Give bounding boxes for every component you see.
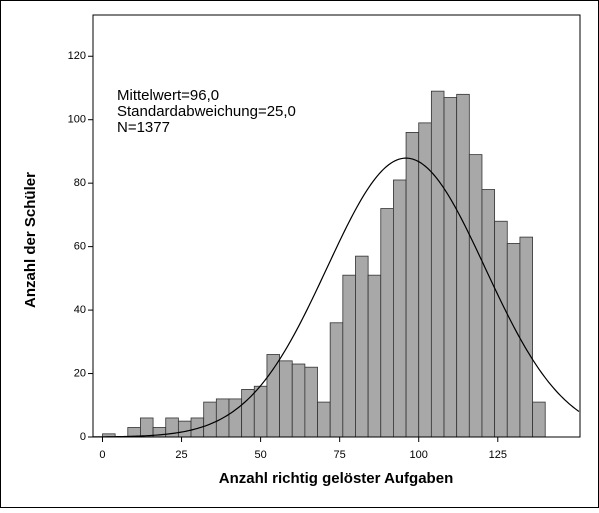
bar [355, 255, 369, 438]
bar [228, 398, 243, 438]
annotation: N=1377 [117, 119, 170, 136]
x-axis-label: Anzahl richtig gelöster Aufgaben [219, 470, 453, 487]
bar [342, 274, 356, 438]
bar [279, 360, 293, 438]
y-tick-label: 40 [74, 304, 86, 316]
bar [405, 131, 420, 438]
y-tick-label: 100 [68, 114, 86, 126]
bar [304, 366, 318, 438]
bar [317, 401, 331, 438]
bar [532, 401, 546, 438]
bar [177, 420, 192, 438]
bar [506, 243, 521, 438]
x-tick-label: 0 [99, 449, 105, 461]
x-tick-label: 100 [410, 449, 428, 461]
bar [203, 401, 217, 438]
y-tick-label: 120 [68, 50, 86, 62]
bar [430, 90, 445, 438]
y-tick-label: 0 [80, 431, 86, 443]
normal-curve [92, 157, 580, 438]
y-tick-label: 20 [74, 367, 86, 379]
bar [329, 322, 344, 438]
bar [241, 389, 255, 438]
annotation: Mittelwert=96,0 [117, 87, 219, 104]
x-tick-label: 125 [489, 449, 507, 461]
bar [253, 385, 268, 438]
x-tick-label: 25 [175, 449, 187, 461]
bar [140, 417, 154, 438]
bar [393, 179, 407, 438]
y-tick-label: 80 [74, 177, 86, 189]
bar [291, 363, 306, 438]
x-tick-label: 75 [334, 449, 346, 461]
bar [468, 154, 483, 438]
bar [494, 220, 508, 438]
y-tick-label: 60 [74, 241, 86, 253]
bar [266, 354, 280, 438]
bar [481, 189, 496, 438]
bar [519, 236, 533, 438]
bar [380, 208, 394, 438]
bar [456, 93, 470, 438]
bar [443, 97, 458, 438]
x-tick-label: 50 [254, 449, 266, 461]
bar [367, 274, 382, 438]
annotation: Standardabweichung=25,0 [117, 103, 296, 120]
y-axis-label: Anzahl der Schüler [22, 172, 39, 308]
